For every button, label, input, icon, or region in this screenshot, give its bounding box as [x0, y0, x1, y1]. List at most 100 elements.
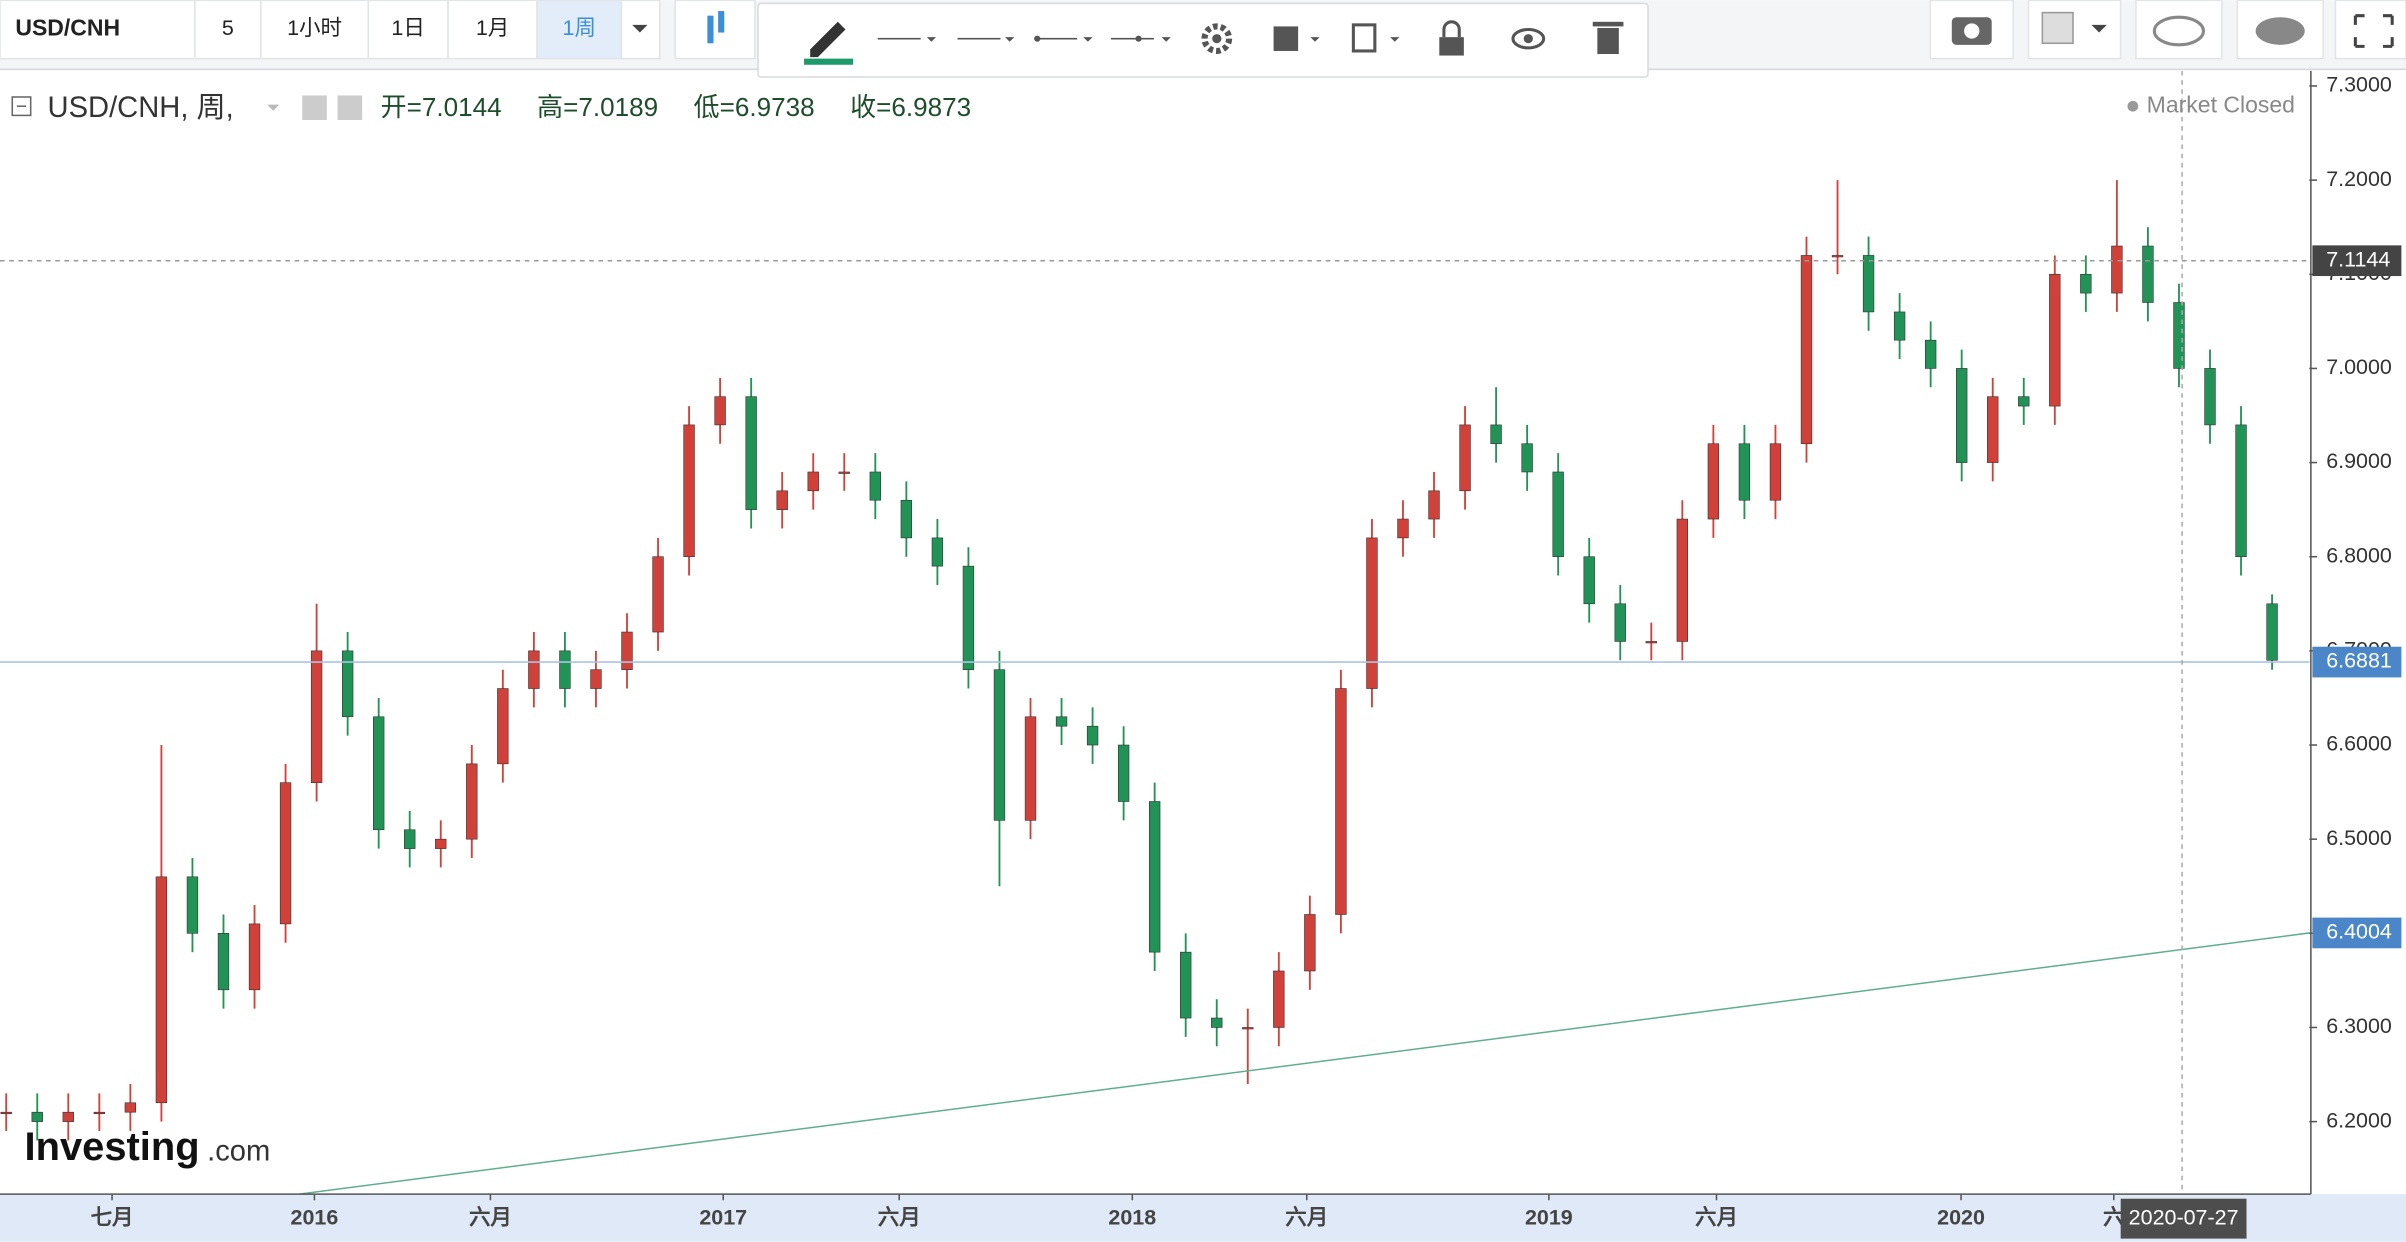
- candle-body: [404, 829, 416, 849]
- candle-body: [745, 396, 757, 510]
- candle-body: [1614, 603, 1626, 642]
- candle-body: [1645, 641, 1657, 644]
- candle-body: [1086, 725, 1099, 746]
- x-tick-label: 六月: [1695, 1205, 1738, 1229]
- interval-label[interactable]: 1月: [476, 16, 509, 40]
- legend: USD/CNH, 周, 开=7.0144 高=7.0189 低=6.9738 收…: [11, 92, 971, 124]
- candle-body: [2080, 273, 2092, 294]
- trendline-price-box: [2312, 917, 2402, 949]
- x-tick-label: 六月: [1285, 1205, 1328, 1229]
- candle-body: [1055, 716, 1068, 727]
- x-tick-label: 七月: [91, 1205, 134, 1229]
- candle-body: [1987, 396, 1999, 463]
- line-style-tool[interactable]: [877, 37, 937, 42]
- candle-body: [248, 923, 261, 991]
- save-button[interactable]: [2236, 0, 2324, 60]
- interval-label[interactable]: 1小时: [287, 16, 342, 40]
- line-start-tool[interactable]: [1034, 35, 1093, 42]
- legend-symbol: USD/CNH, 周,: [48, 92, 234, 124]
- y-tick-label: 6.6000: [2326, 732, 2392, 756]
- candle-body: [1242, 1027, 1254, 1030]
- candle-body: [1676, 518, 1689, 642]
- candle-body: [497, 688, 509, 765]
- layer-tool[interactable]: [1273, 26, 1320, 51]
- y-tick-label: 6.2000: [2326, 1108, 2392, 1132]
- candle-body: [1117, 744, 1130, 802]
- candle-body: [1769, 443, 1782, 501]
- interval-label[interactable]: 1周: [563, 16, 596, 40]
- legend-open: 开=7.0144: [381, 92, 502, 122]
- fullscreen-button[interactable]: [2334, 0, 2406, 60]
- candle-body: [993, 669, 1006, 821]
- trendline-price-label: 6.4004: [2326, 920, 2392, 944]
- interval-label[interactable]: 5: [222, 16, 234, 40]
- pencil-tool[interactable]: [804, 21, 854, 65]
- collapse-icon[interactable]: [11, 96, 32, 117]
- candle-body: [869, 471, 881, 501]
- candle-body: [1024, 716, 1037, 821]
- candle-body: [1459, 424, 1471, 492]
- candle-body: [31, 1111, 43, 1122]
- hide-icon[interactable]: [302, 95, 327, 121]
- candle-body: [186, 876, 199, 934]
- lock-tool[interactable]: [1439, 20, 1464, 56]
- trendline: [299, 932, 2310, 1195]
- x-tick-label: 2019: [1525, 1205, 1573, 1229]
- y-tick-label: 7.3000: [2326, 73, 2392, 97]
- candle-body: [1490, 424, 1502, 445]
- candle-body: [931, 537, 944, 567]
- candle-body: [435, 838, 447, 849]
- settings-icon[interactable]: [337, 95, 363, 121]
- legend-dropdown[interactable]: [266, 104, 280, 111]
- settings-tool[interactable]: [1201, 23, 1233, 55]
- candle-body: [807, 471, 819, 492]
- candle-body: [1428, 490, 1440, 520]
- x-tick-label: 六月: [469, 1205, 512, 1229]
- drawing-toolbar: [757, 2, 1649, 78]
- interval-dropdown[interactable]: [620, 0, 661, 60]
- line-end-tool[interactable]: [1110, 35, 1171, 42]
- candle-body: [466, 763, 478, 840]
- template-button[interactable]: [2027, 0, 2122, 60]
- interval-button[interactable]: [260, 0, 370, 60]
- y-tick-label: 6.8000: [2326, 543, 2392, 567]
- candle-body: [1180, 951, 1192, 1019]
- candle-body: [2235, 424, 2247, 558]
- candle-body: [62, 1111, 74, 1122]
- symbol-box[interactable]: USD/CNH: [0, 0, 196, 60]
- x-tick-label: 六: [2103, 1205, 2124, 1229]
- clone-tool[interactable]: [1351, 23, 1400, 53]
- candle-body: [1304, 914, 1316, 972]
- candle-body: [217, 933, 230, 991]
- price-box: [2312, 245, 2402, 277]
- y-tick-label: 6.9000: [2326, 449, 2392, 473]
- interval-button[interactable]: [194, 0, 262, 60]
- legend-close: 收=6.9873: [850, 92, 971, 122]
- candle-body: [2204, 368, 2216, 426]
- x-tick-label: 2020: [1937, 1205, 1985, 1229]
- candle-body: [1738, 443, 1751, 501]
- candle-body: [2018, 396, 2030, 407]
- legend-low: 低=6.9738: [694, 92, 815, 122]
- candle-body: [1956, 368, 1968, 463]
- line-width-tool[interactable]: [957, 37, 1015, 42]
- candle-body: [2111, 245, 2123, 294]
- candle-body: [1148, 801, 1161, 953]
- candle-body: [1583, 556, 1595, 605]
- interval-group: 5 1小时 1日 1月 1周: [194, 0, 623, 60]
- y-tick-label: 6.3000: [2326, 1014, 2392, 1038]
- candle-body: [279, 782, 292, 925]
- candle-body: [341, 650, 354, 718]
- load-button[interactable]: [2135, 0, 2223, 60]
- symbol[interactable]: USD/CNH: [15, 15, 120, 41]
- candle-body: [962, 565, 975, 671]
- interval-label[interactable]: 1日: [391, 16, 424, 40]
- delete-tool[interactable]: [1592, 21, 1624, 55]
- candle-body: [0, 1111, 12, 1115]
- candle-body: [559, 650, 571, 689]
- candle-body: [310, 650, 323, 783]
- visibility-tool[interactable]: [1511, 27, 1546, 50]
- chart-type-button[interactable]: [674, 0, 756, 60]
- snapshot-button[interactable]: [1929, 0, 2014, 60]
